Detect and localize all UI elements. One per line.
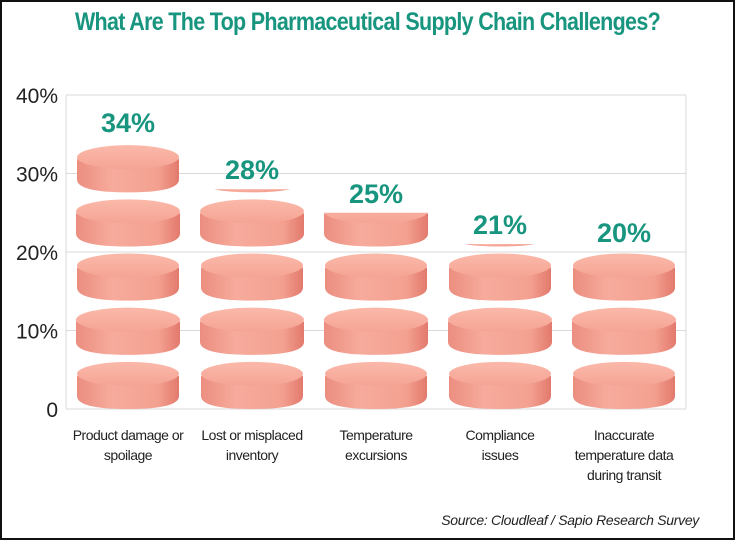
x-category-label-line: spoilage (103, 447, 153, 463)
data-label: 25% (349, 179, 403, 209)
pill-top (573, 361, 675, 386)
pill-top (573, 253, 675, 278)
pill (214, 189, 290, 193)
x-category-label-line: inventory (225, 447, 279, 463)
data-label: 34% (101, 108, 155, 138)
pill (77, 145, 179, 193)
x-category-label: Compliance issues (435, 425, 565, 465)
pill-top (200, 199, 304, 224)
pill (77, 253, 179, 301)
pill-top (448, 307, 552, 332)
x-category-label-line: excursions (345, 447, 407, 463)
pill (201, 361, 303, 409)
pill (324, 307, 428, 355)
pill-top (77, 253, 179, 278)
x-category-label: Inaccurate temperature data during transit (559, 425, 689, 485)
x-category-label-line: during transit (587, 467, 661, 483)
x-category-label: Lost or misplaced inventory (187, 425, 317, 465)
pill-top (76, 199, 180, 224)
y-tick-label: 20% (16, 242, 58, 265)
y-tick-label: 40% (16, 85, 58, 108)
data-label: 20% (597, 218, 651, 248)
source-note: Source: Cloudleaf / Sapio Research Surve… (441, 512, 699, 528)
bar-2 (324, 212, 428, 409)
pill-top (77, 361, 179, 386)
pill-side (465, 244, 535, 247)
x-category-label: Product damage or spoilage (63, 425, 193, 465)
pill (77, 361, 179, 409)
pill (76, 199, 180, 247)
x-category-label: Temperature excursions (311, 425, 441, 465)
x-category-label-line: temperature data (574, 447, 674, 463)
pill (324, 212, 428, 247)
data-label: 21% (473, 210, 527, 240)
pill-top (201, 361, 303, 386)
x-category-label-line: Lost or misplaced (201, 427, 303, 443)
pill-top (76, 307, 180, 332)
y-tick-label: 10% (16, 321, 58, 344)
pill (201, 253, 303, 301)
bar-1 (200, 189, 304, 409)
pill (465, 244, 535, 247)
pill (449, 361, 551, 409)
x-category-label-line: Temperature (339, 427, 413, 443)
pill (448, 307, 552, 355)
pill-top (324, 212, 428, 224)
pill-top (77, 145, 179, 170)
y-tick-label: 30% (16, 164, 58, 187)
pill (200, 307, 304, 355)
pill (572, 307, 676, 355)
y-tick-label: 0 (46, 399, 58, 422)
pill-top (324, 307, 428, 332)
bar-0 (76, 145, 180, 409)
pill (200, 199, 304, 247)
pill-top (325, 361, 427, 386)
pill-top (200, 307, 304, 332)
pill (449, 253, 551, 301)
pill (573, 361, 675, 409)
pill-top (449, 361, 551, 386)
pill-top (325, 253, 427, 278)
chart-title: What Are The Top Pharmaceutical Supply C… (74, 8, 661, 36)
x-category-label-line: Inaccurate (593, 427, 655, 443)
pill (325, 253, 427, 301)
x-category-label-line: Compliance (465, 427, 535, 443)
x-category-label-line: issues (481, 447, 519, 463)
pill (573, 253, 675, 301)
pill (325, 361, 427, 409)
pill-top (449, 253, 551, 278)
pill-top (572, 307, 676, 332)
pill-top (201, 253, 303, 278)
data-label: 28% (225, 155, 279, 185)
pill-side (214, 189, 290, 193)
bar-4 (572, 253, 676, 409)
x-category-label-line: Product damage or (72, 427, 184, 443)
bar-3 (448, 244, 552, 409)
pill (76, 307, 180, 355)
